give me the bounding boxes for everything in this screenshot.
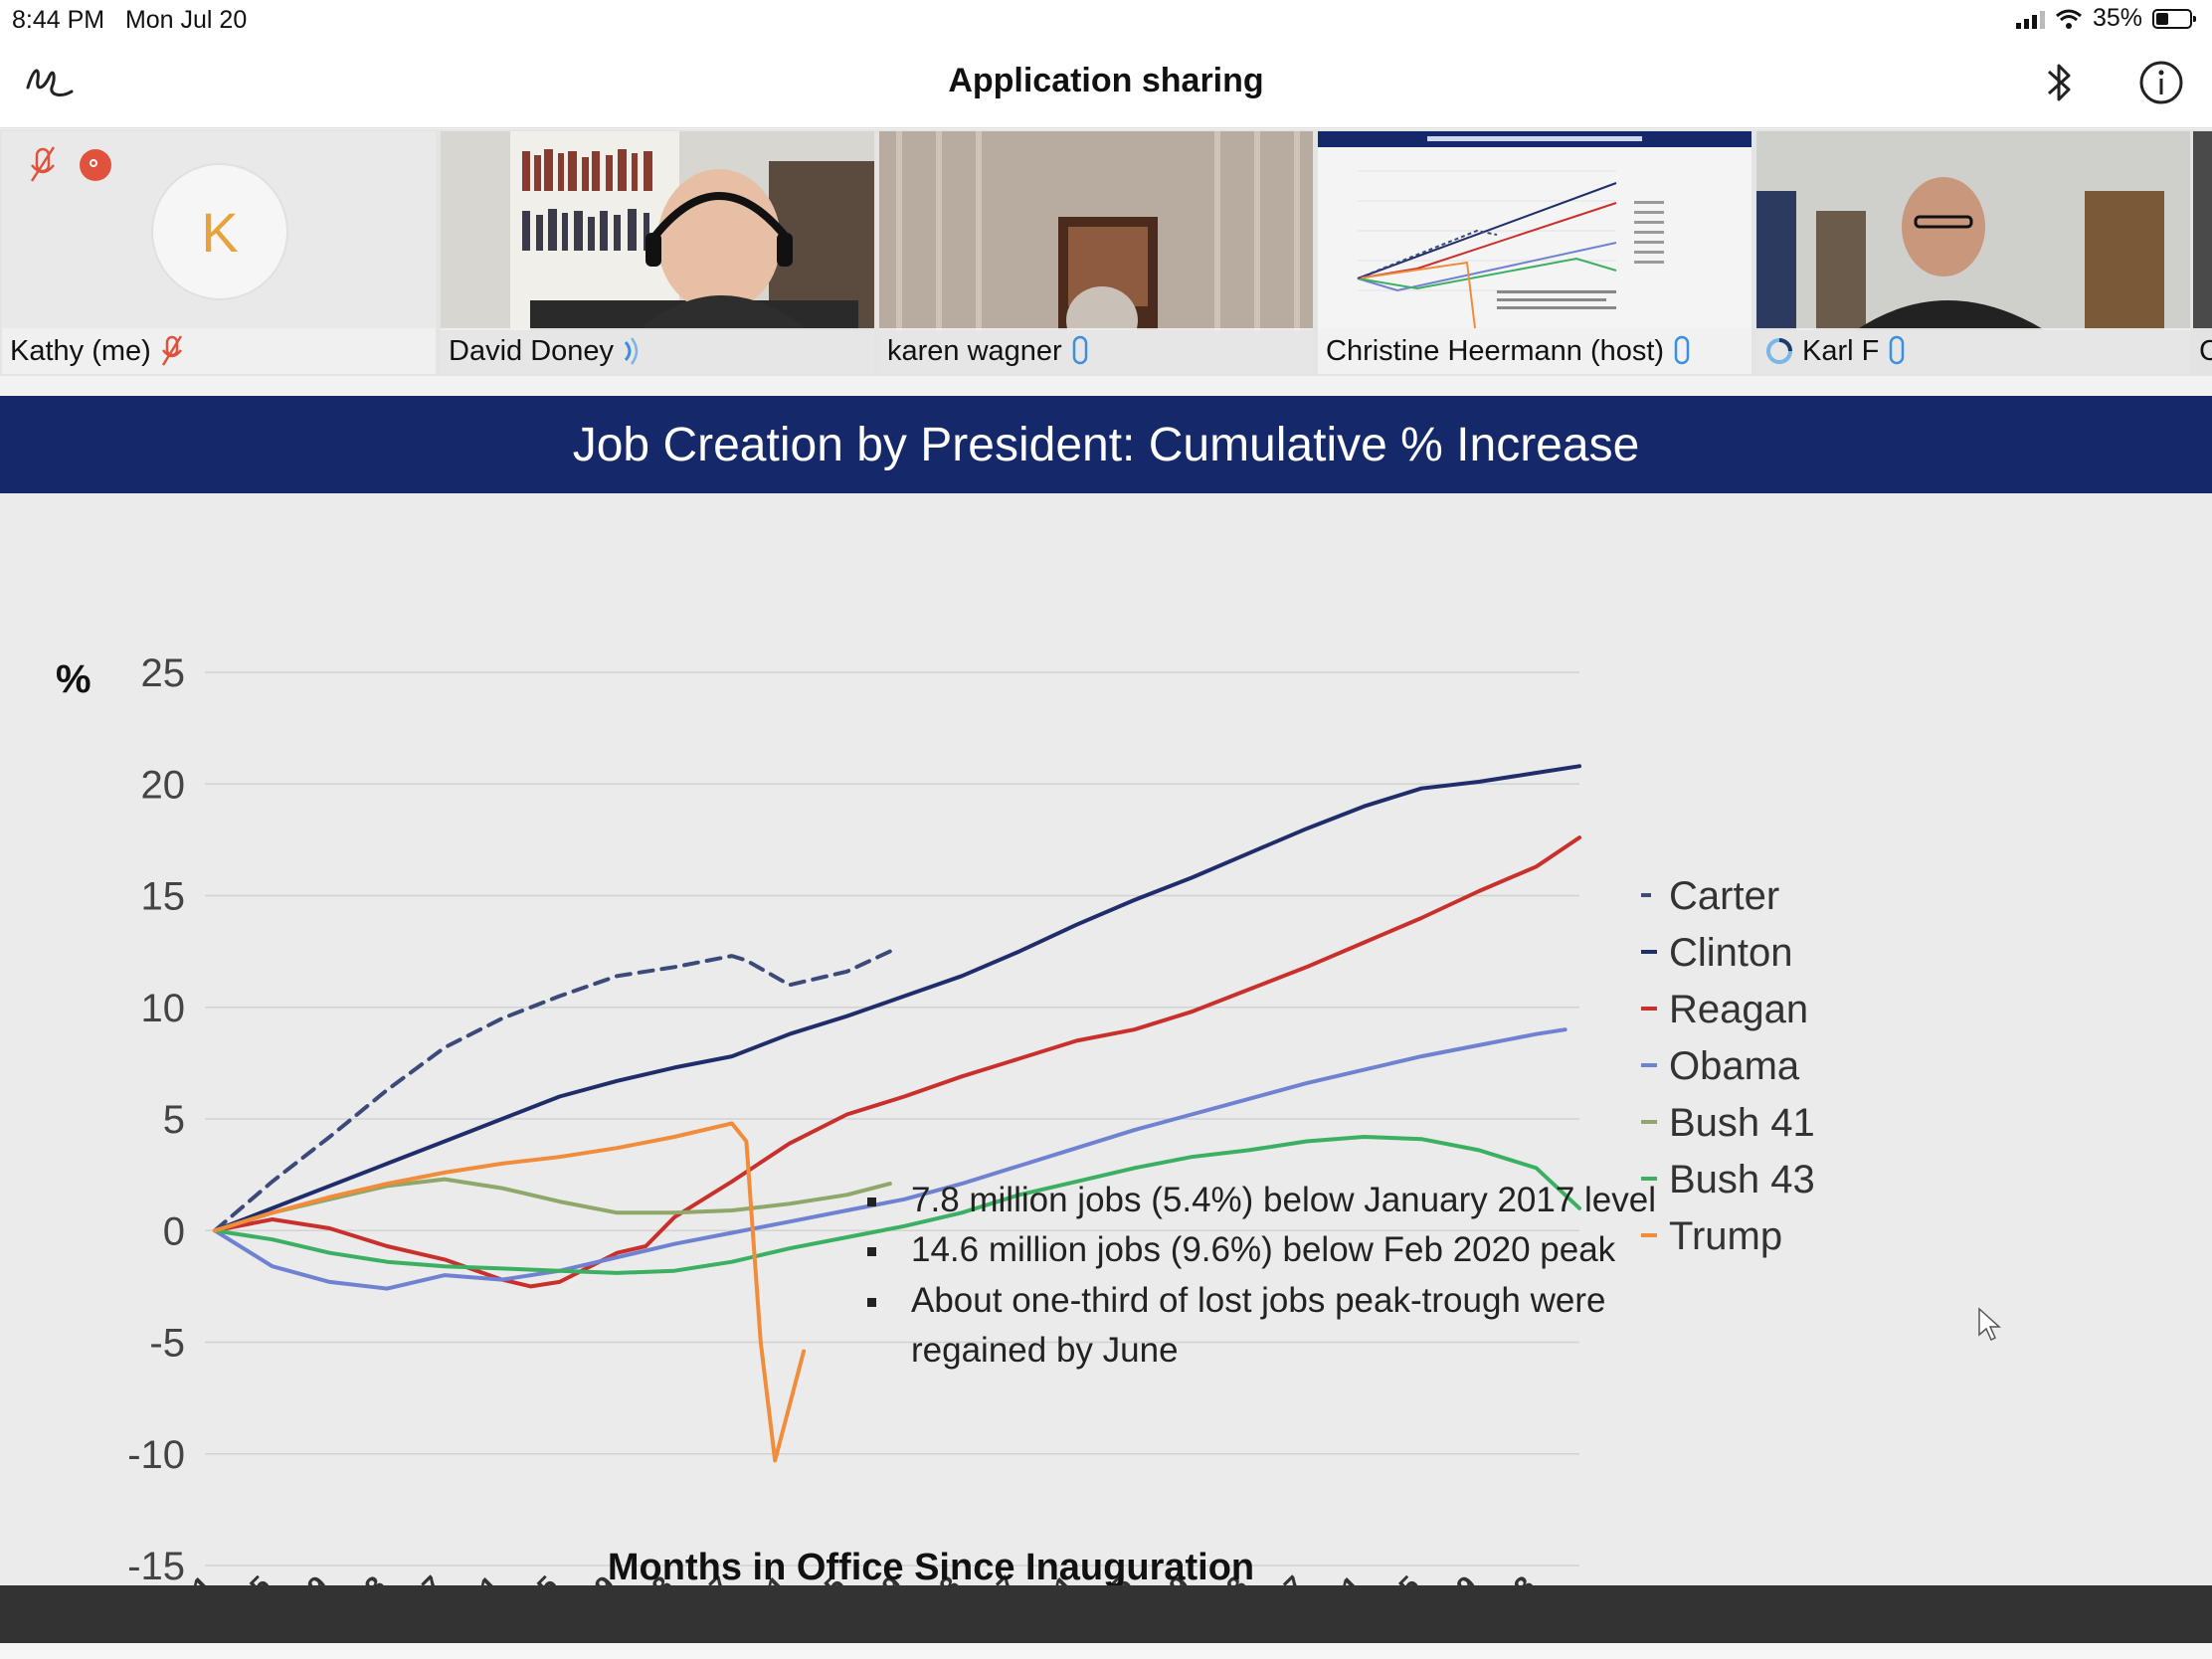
annotation-text: About one-third of lost jobs peak-trough… bbox=[911, 1281, 1605, 1320]
avatar: K bbox=[151, 163, 288, 300]
participant-name: C bbox=[2193, 328, 2212, 374]
x-tick-label: 81 bbox=[1325, 1569, 1369, 1585]
y-tick-label: 20 bbox=[141, 763, 186, 807]
participant-name: Christine Heermann (host) bbox=[1326, 334, 1665, 367]
series-line-carter bbox=[213, 949, 892, 1233]
legend-entry: Trump bbox=[1669, 1214, 1782, 1258]
mic-icon bbox=[1890, 335, 1905, 365]
legend-entry: Clinton bbox=[1669, 931, 1793, 975]
x-tick-label: 85 bbox=[1382, 1569, 1425, 1585]
participant-tile-christine[interactable]: Christine Heermann (host) bbox=[1318, 131, 1751, 374]
participant-namebar: Kathy (me) bbox=[2, 328, 436, 374]
battery-percent: 35% bbox=[2092, 4, 2142, 32]
participant-video bbox=[441, 131, 874, 330]
status-date: Mon Jul 20 bbox=[124, 6, 248, 34]
legend-entry: Bush 41 bbox=[1669, 1101, 1815, 1145]
legend-entry: Reagan bbox=[1669, 988, 1808, 1031]
participant-namebar: karen wagner bbox=[879, 328, 1313, 374]
legend-entry: Bush 43 bbox=[1669, 1158, 1815, 1201]
participant-tile-kathy[interactable]: K Kathy (me) bbox=[2, 131, 436, 374]
mic-icon bbox=[1072, 335, 1087, 365]
participant-name: karen wagner bbox=[887, 334, 1062, 367]
participant-tile-karl[interactable]: Karl F bbox=[1756, 131, 2190, 374]
x-tick-label: 9 bbox=[301, 1569, 334, 1585]
participant-namebar: Karl F bbox=[1756, 328, 2190, 374]
x-tick-label: 21 bbox=[462, 1569, 506, 1585]
line-chart: 2520151050-5-10-15%159131721252933374145… bbox=[56, 651, 2001, 1585]
participant-tile-david[interactable]: David Doney bbox=[441, 131, 874, 374]
y-tick-label: -15 bbox=[127, 1545, 185, 1585]
series-line-trump bbox=[213, 1121, 807, 1463]
x-tick-label: 93 bbox=[1497, 1569, 1541, 1585]
participant-namebar: David Doney bbox=[441, 328, 874, 374]
y-tick-label: 5 bbox=[163, 1098, 185, 1142]
participant-strip[interactable]: K Kathy (me) David Doney bbox=[0, 129, 2212, 376]
series-line-bush-41 bbox=[213, 1177, 892, 1233]
participant-name: Karl F bbox=[1802, 334, 1880, 367]
recording-icon bbox=[80, 149, 111, 181]
annotation-bullet bbox=[867, 1247, 876, 1256]
participant-name: David Doney bbox=[449, 334, 615, 367]
page-title: Application sharing bbox=[948, 62, 1264, 99]
bluetooth-icon[interactable] bbox=[2041, 58, 2077, 107]
y-tick-label: -10 bbox=[127, 1433, 185, 1477]
participant-tile-karen[interactable]: karen wagner bbox=[879, 131, 1313, 374]
y-tick-label: 0 bbox=[163, 1209, 185, 1253]
x-tick-label: 89 bbox=[1439, 1569, 1483, 1585]
participant-tile-partial[interactable]: C bbox=[2193, 131, 2212, 374]
info-icon[interactable] bbox=[2138, 60, 2184, 105]
series-line-bush-43 bbox=[213, 1135, 1581, 1275]
status-indicators: 35% bbox=[2015, 4, 2196, 33]
bottom-toolbar bbox=[0, 1585, 2212, 1643]
y-tick-label: 25 bbox=[141, 651, 186, 695]
annotation-bullet bbox=[867, 1198, 876, 1206]
slide-title: Job Creation by President: Cumulative % … bbox=[0, 396, 2212, 493]
x-tick-label: 77 bbox=[1267, 1569, 1311, 1585]
annotation-text: 7.8 million jobs (5.4%) below January 20… bbox=[911, 1181, 1656, 1219]
x-tick-label: 1 bbox=[186, 1569, 219, 1585]
legend-entry: Carter bbox=[1669, 874, 1779, 918]
cursor-icon bbox=[1978, 1307, 2001, 1342]
y-tick-label: 10 bbox=[141, 987, 186, 1030]
mic-muted-icon[interactable] bbox=[26, 145, 60, 185]
mic-icon bbox=[1674, 335, 1690, 365]
home-indicator bbox=[0, 1643, 2212, 1659]
x-tick-label: 5 bbox=[244, 1569, 276, 1585]
wifi-icon bbox=[2055, 9, 2082, 29]
cellular-signal-icon bbox=[2015, 9, 2045, 29]
x-tick-label: 25 bbox=[520, 1569, 564, 1585]
participant-name: Kathy (me) bbox=[10, 334, 151, 367]
y-tick-label: 15 bbox=[141, 875, 186, 919]
x-axis-label: Months in Office Since Inauguration bbox=[608, 1547, 1254, 1585]
x-tick-label: 13 bbox=[348, 1569, 392, 1585]
status-time: 8:44 PM Mon Jul 20 bbox=[12, 6, 248, 34]
y-axis-label: % bbox=[56, 657, 92, 701]
series-line-clinton bbox=[213, 764, 1581, 1233]
participant-video bbox=[879, 131, 1313, 330]
loading-spinner-icon bbox=[1766, 338, 1792, 364]
annotation-text: regained by June bbox=[911, 1331, 1179, 1370]
participant-namebar: Christine Heermann (host) bbox=[1318, 328, 1751, 374]
annotation-text: 14.6 million jobs (9.6%) below Feb 2020 … bbox=[911, 1230, 1616, 1269]
shared-slide-thumbnail bbox=[1318, 131, 1751, 330]
x-tick-label: 17 bbox=[405, 1569, 449, 1585]
status-bar: 8:44 PM Mon Jul 20 35% bbox=[0, 0, 2212, 40]
mic-muted-icon bbox=[161, 335, 182, 366]
annotation-bullet bbox=[867, 1298, 876, 1307]
battery-icon bbox=[2152, 8, 2196, 29]
app-header: Application sharing bbox=[0, 40, 2212, 128]
legend-entry: Obama bbox=[1669, 1044, 1800, 1088]
shared-screen: Job Creation by President: Cumulative % … bbox=[0, 396, 2212, 1585]
series-line-obama bbox=[213, 1027, 1567, 1291]
participant-video bbox=[1756, 131, 2190, 330]
y-tick-label: -5 bbox=[149, 1322, 185, 1366]
mic-speaking-icon bbox=[624, 337, 639, 365]
squiggle-logo-icon[interactable] bbox=[22, 58, 78, 107]
